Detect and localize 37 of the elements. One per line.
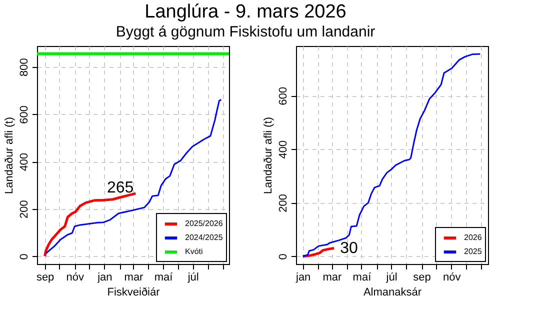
x-tick-label: nóv [442, 272, 462, 284]
y-axis-title: Landaður afli (t) [4, 116, 16, 194]
y-tick-label: 800 [18, 58, 30, 77]
y-tick-label: 0 [278, 254, 290, 260]
legend-label: 2024/2025 [185, 233, 224, 242]
x-tick-label: mar [322, 272, 342, 284]
x-tick-label: mar [124, 272, 144, 284]
x-tick-label: júl [186, 272, 199, 284]
x-tick-label: sep [36, 272, 54, 284]
x-tick-label: maí [352, 272, 372, 284]
annotation: 30 [340, 240, 358, 258]
chart-title: Langlúra - 9. mars 2026 [144, 2, 346, 22]
legend-label: 2025 [464, 247, 482, 256]
y-axis-title: Landaður afli (t) [262, 116, 274, 194]
chart-subtitle: Byggt á gögnum Fiskistofu um landanir [116, 24, 376, 40]
x-tick-label: maí [154, 272, 174, 284]
x-tick-label: jan [294, 272, 311, 284]
y-tick-label: 200 [278, 194, 290, 212]
line-series [44, 192, 137, 258]
x-axis-title: Fiskveiðiár [107, 286, 160, 298]
legend-label: Kvóti [185, 247, 204, 256]
y-tick-label: 400 [278, 140, 290, 159]
x-tick-label: jan [96, 272, 112, 284]
line-series [45, 98, 222, 254]
x-tick-label: júl [385, 272, 398, 284]
y-tick-label: 600 [18, 105, 30, 124]
y-tick-label: 400 [18, 152, 30, 172]
y-tick-label: 0 [18, 254, 30, 260]
y-tick-label: 600 [278, 86, 290, 106]
x-tick-label: sep [413, 272, 431, 284]
line-series [302, 53, 481, 257]
legend-label: 2026 [464, 233, 482, 242]
y-tick-label: 200 [18, 200, 30, 219]
legend-label: 2025/2026 [185, 219, 224, 228]
annotation: 265 [106, 179, 134, 196]
x-axis-title: Almanaksár [363, 286, 422, 298]
x-tick-label: nóv [66, 272, 84, 284]
